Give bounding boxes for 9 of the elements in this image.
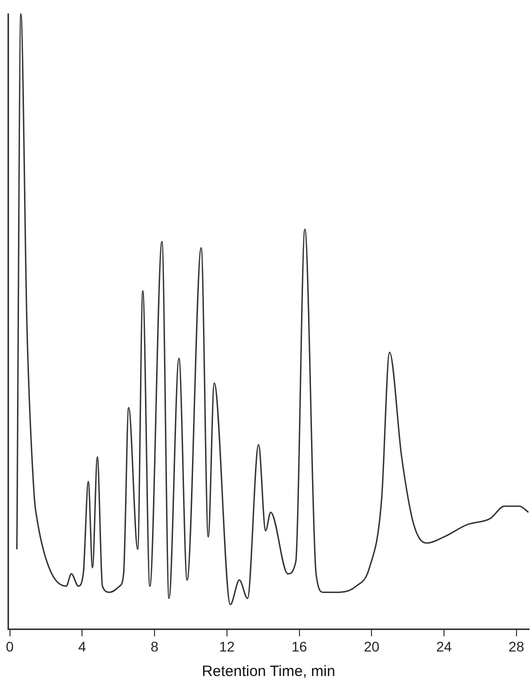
x-tick-label: 24 <box>436 638 452 654</box>
x-tick-label: 4 <box>78 638 86 654</box>
x-axis-title: Retention Time, min <box>202 663 336 680</box>
x-tick-label: 16 <box>291 638 308 654</box>
x-tick-label: 20 <box>364 638 380 654</box>
x-tick-label: 8 <box>150 638 159 654</box>
x-tick-label: 0 <box>6 638 14 654</box>
x-tick-label: 12 <box>219 638 235 654</box>
x-tick-label: 28 <box>508 638 524 654</box>
